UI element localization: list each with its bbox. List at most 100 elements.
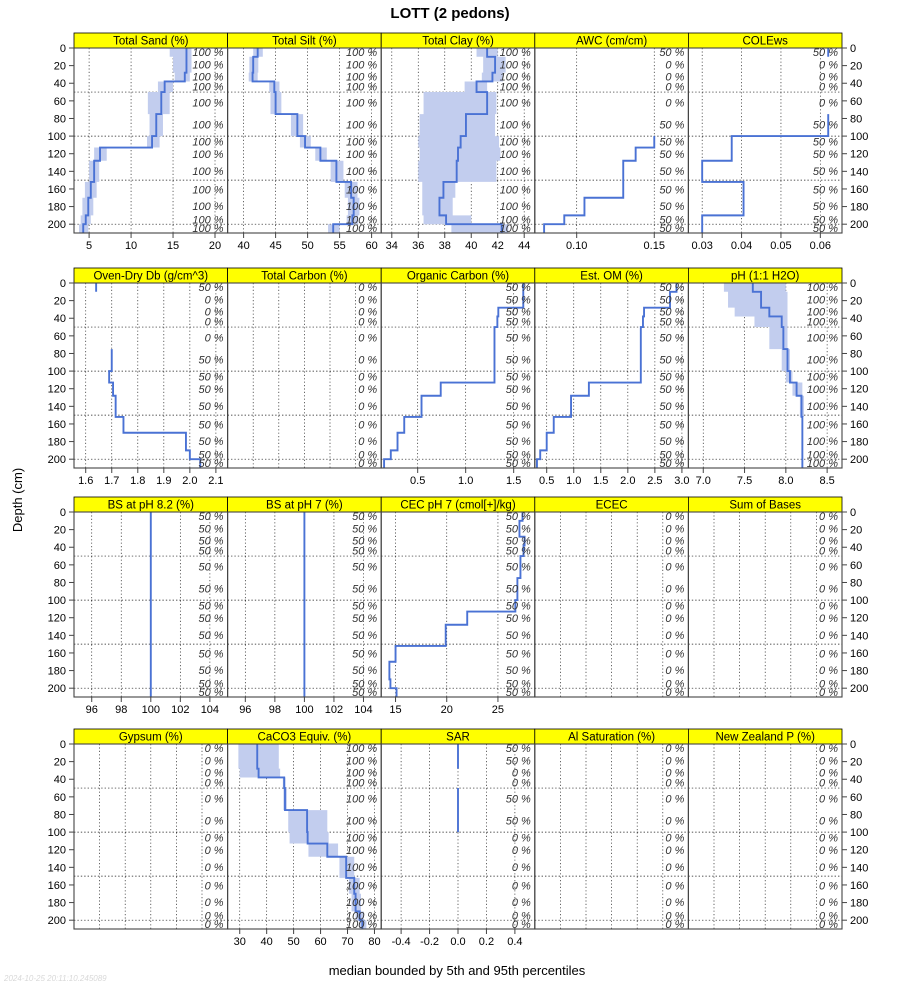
pct-annotation: 100 % — [346, 47, 377, 59]
pct-annotation: 0 % — [512, 862, 531, 874]
pct-annotation: 50 % — [199, 511, 224, 523]
median-line-est-om — [536, 283, 678, 468]
x-tick-label: 44 — [518, 240, 530, 252]
x-tick-label: 50 — [287, 936, 299, 948]
y-tick-label-right: 160 — [850, 880, 868, 892]
y-tick-label-right: 200 — [850, 915, 868, 927]
median-segment — [536, 283, 678, 468]
pct-annotation: 100 % — [346, 862, 377, 874]
panel-organic-carbon: Organic Carbon (%)50 %50 %50 %50 %50 %50… — [380, 267, 536, 487]
pct-annotation: 0 % — [819, 832, 838, 844]
x-tick-label: 55 — [333, 240, 345, 252]
x-tick-label: 102 — [325, 704, 343, 716]
pct-annotation: 100 % — [346, 777, 377, 789]
y-tick-label-left: 180 — [48, 666, 66, 678]
pct-annotation: 0 % — [665, 862, 684, 874]
pct-annotation: 50 % — [199, 384, 224, 396]
panel-cec-ph-7: CEC pH 7 (cmol[+]/kg)50 %50 %50 %50 %50 … — [380, 496, 536, 716]
pct-annotation: 0 % — [819, 648, 838, 660]
pct-annotation: 0 % — [205, 794, 224, 806]
x-tick-label: 1.0 — [566, 475, 581, 487]
pct-annotation: 0 % — [205, 755, 224, 767]
pct-annotation: 0 % — [205, 897, 224, 909]
pct-annotation: 50 % — [506, 449, 531, 461]
x-tick-label: 104 — [201, 704, 219, 716]
pct-annotation: 50 % — [352, 648, 377, 660]
pct-annotation: 100 % — [807, 371, 838, 383]
pct-annotation: 50 % — [199, 282, 224, 294]
pct-annotation: 50 % — [506, 282, 531, 294]
y-tick-label-right: 160 — [850, 419, 868, 431]
pct-annotation: 0 % — [358, 371, 377, 383]
panel-gypsum: Gypsum (%)0 %0 %0 %0 %0 %0 %0 %0 %0 %0 %… — [73, 728, 229, 931]
y-tick-label-right: 100 — [850, 131, 868, 143]
pct-annotation: 100 % — [346, 816, 377, 828]
pct-annotation: 0 % — [665, 545, 684, 557]
y-tick-label-left: 180 — [48, 202, 66, 214]
pct-annotation: 50 % — [506, 333, 531, 345]
pct-annotation: 50 % — [813, 136, 838, 148]
pct-annotation: 50 % — [813, 47, 838, 59]
x-tick-label: 60 — [365, 240, 377, 252]
pct-annotation: 50 % — [199, 401, 224, 413]
pct-annotation: 100 % — [192, 47, 223, 59]
y-tick-label-right: 200 — [850, 454, 868, 466]
pct-annotation: 0 % — [205, 832, 224, 844]
pct-annotation: 50 % — [813, 201, 838, 213]
y-tick-label-left: 40 — [54, 313, 66, 325]
x-tick-label: 0.10 — [566, 240, 587, 252]
pct-annotation: 100 % — [192, 120, 223, 132]
pct-annotation: 0 % — [358, 401, 377, 413]
x-tick-label: 0.05 — [770, 240, 791, 252]
y-tick-label-left: 0 — [60, 507, 66, 519]
pct-annotation: 0 % — [205, 333, 224, 345]
pct-annotation: 100 % — [346, 768, 377, 780]
pct-annotation: 0 % — [358, 384, 377, 396]
pct-annotation: 100 % — [807, 436, 838, 448]
y-tick-label-left: 200 — [48, 454, 66, 466]
median-segment — [751, 283, 804, 468]
percentile-band-awc — [544, 136, 655, 233]
pct-annotation: 0 % — [665, 81, 684, 93]
panel-title-oven-dry-db: Oven-Dry Db (g/cm^3) — [93, 271, 208, 283]
y-tick-label-right: 20 — [850, 757, 862, 769]
pct-annotation: 100 % — [346, 149, 377, 161]
y-tick-label-right: 120 — [850, 845, 868, 857]
percentile-band-colews — [702, 114, 829, 233]
y-tick-label-right: 20 — [850, 61, 862, 73]
pct-annotation: 50 % — [506, 316, 531, 328]
y-axis-label: Depth (cm) — [10, 468, 25, 532]
y-tick-label-left: 140 — [48, 166, 66, 178]
x-tick-label: 45 — [269, 240, 281, 252]
pct-annotation: 0 % — [512, 880, 531, 892]
pct-annotation: 50 % — [506, 511, 531, 523]
pct-annotation: 100 % — [346, 919, 377, 931]
x-tick-label: 7.5 — [737, 475, 752, 487]
pct-annotation: 50 % — [813, 223, 838, 235]
pct-annotation: 50 % — [352, 584, 377, 596]
median-line-caco3-equiv — [256, 744, 364, 929]
pct-annotation: 100 % — [346, 223, 377, 235]
x-tick-label: 2.1 — [208, 475, 223, 487]
pct-annotation: 0 % — [819, 880, 838, 892]
y-tick-label-left: 20 — [54, 525, 66, 537]
pct-annotation: 0 % — [819, 816, 838, 828]
y-tick-label-left: 120 — [48, 384, 66, 396]
pct-annotation: 100 % — [192, 184, 223, 196]
median-segment — [388, 512, 526, 697]
x-tick-label: 0.0 — [450, 936, 465, 948]
y-tick-label-right: 100 — [850, 366, 868, 378]
y-tick-label-left: 60 — [54, 96, 66, 108]
pct-annotation: 50 % — [506, 307, 531, 319]
pct-annotation: 0 % — [205, 845, 224, 857]
panel-bs-at-ph-7: BS at pH 7 (%)50 %50 %50 %50 %50 %50 %50… — [227, 496, 382, 716]
y-tick-label-left: 180 — [48, 898, 66, 910]
y-tick-label-right: 120 — [850, 149, 868, 161]
band-segment — [238, 744, 367, 929]
panel-title-sar: SAR — [446, 732, 470, 744]
pct-annotation: 0 % — [665, 880, 684, 892]
x-tick-label: 98 — [115, 704, 127, 716]
y-tick-label-left: 20 — [54, 757, 66, 769]
y-tick-label-left: 80 — [54, 348, 66, 360]
